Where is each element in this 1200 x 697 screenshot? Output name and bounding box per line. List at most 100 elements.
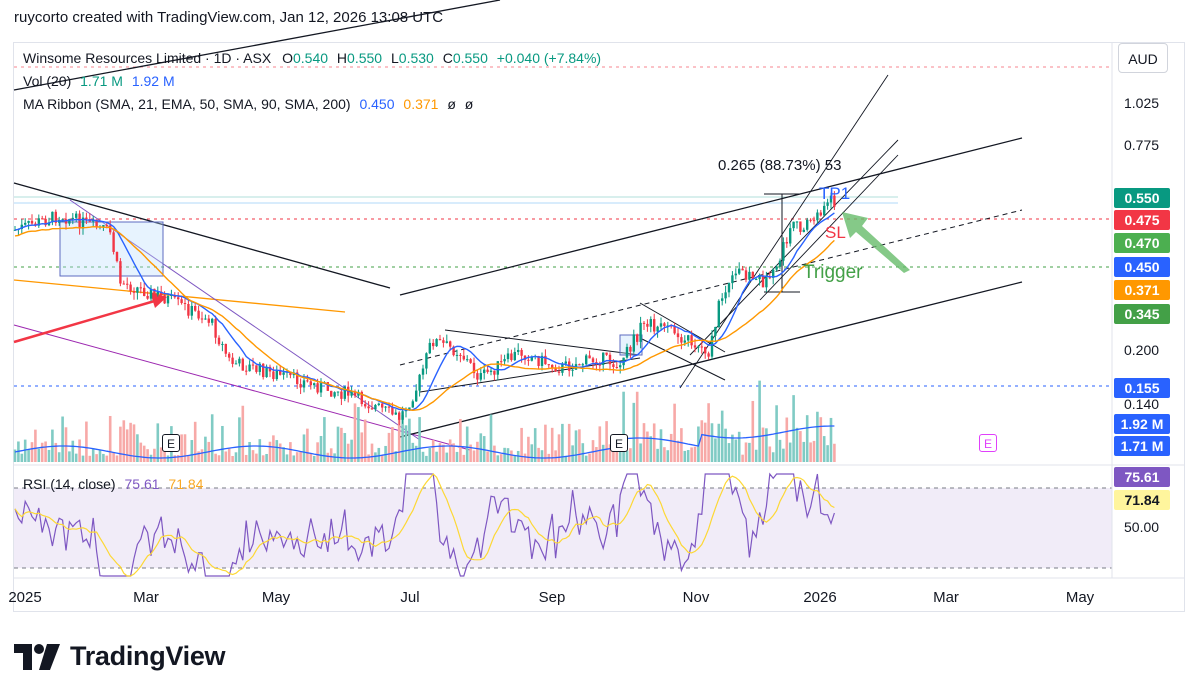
volume-bar <box>799 431 802 462</box>
volume-bar <box>527 436 530 462</box>
volume-bar <box>816 411 819 462</box>
accumulation-box-left <box>59 221 164 277</box>
candle-body <box>806 219 809 230</box>
volume-bar <box>707 403 710 462</box>
symbol-legend[interactable]: Winsome Resources Limited · 1D · ASX O0.… <box>23 50 601 66</box>
volume-bar <box>323 417 326 462</box>
candle-body <box>693 345 697 348</box>
ma21-tag: 0.450 <box>1114 257 1170 277</box>
steep-channel-2 <box>689 139 899 356</box>
volume-bar <box>530 444 534 462</box>
volume-bar <box>425 455 428 462</box>
trigger-label: Trigger <box>803 262 863 283</box>
volume-bar <box>822 436 826 462</box>
tradingview-logo[interactable]: TradingView <box>14 641 226 672</box>
candle-body <box>649 319 652 327</box>
candle-body <box>24 222 27 225</box>
volume-bar <box>768 446 772 462</box>
candle-body <box>751 271 754 280</box>
volume-bar <box>302 434 306 462</box>
vol-ma-tag: 1.92 M <box>1114 414 1170 434</box>
candle-body <box>581 364 584 366</box>
chart-frame[interactable] <box>13 42 1185 612</box>
volume-bar <box>578 429 581 462</box>
time-axis-label-2: Mar <box>133 589 159 606</box>
candle-body <box>411 401 414 408</box>
candle-body <box>333 392 336 397</box>
volume-bar <box>408 418 411 462</box>
volume-bar <box>258 439 262 462</box>
candle-body <box>190 305 193 316</box>
volume-bar <box>710 423 714 462</box>
volume-bar <box>669 433 673 462</box>
volume-bar <box>778 439 782 462</box>
currency-button[interactable]: AUD <box>1118 43 1168 73</box>
volume-bar <box>221 425 224 462</box>
volume-bar <box>629 448 632 462</box>
volume-bar <box>663 447 666 462</box>
volume-bar <box>486 451 489 462</box>
volume-bar <box>139 442 143 462</box>
volume-bar <box>319 435 323 462</box>
candle-body <box>282 372 285 375</box>
candle-body <box>153 288 156 295</box>
candle-body <box>217 337 221 345</box>
volume-bar <box>159 447 163 462</box>
earnings-badge-upcoming[interactable]: E <box>979 434 997 452</box>
candle-body <box>540 355 544 366</box>
candle-body <box>27 220 30 223</box>
volume-bar <box>227 448 231 462</box>
volume-bar <box>166 455 170 462</box>
volume-bar <box>336 426 340 462</box>
candle-body <box>452 346 455 356</box>
volume-bar <box>479 433 483 462</box>
earnings-badge-2[interactable]: E <box>610 434 628 452</box>
volume-bar <box>23 439 27 462</box>
volume-bar <box>724 428 727 462</box>
volume-bar <box>34 429 37 462</box>
volume-bar <box>183 434 187 462</box>
candle-body <box>204 318 207 320</box>
candle-body <box>602 352 605 365</box>
volume-bar <box>200 449 204 462</box>
volume-bar <box>567 423 571 462</box>
volume-bar <box>418 417 421 462</box>
candle-body <box>445 341 448 343</box>
ma-ribbon-legend[interactable]: MA Ribbon (SMA, 21, EMA, 50, SMA, 90, SM… <box>23 96 473 112</box>
candle-body <box>619 365 622 368</box>
volume-bar <box>357 407 360 462</box>
candle-body <box>578 364 581 366</box>
volume-bar <box>499 454 503 462</box>
volume-bar <box>758 380 761 462</box>
candle-body <box>809 219 812 221</box>
volume-bar <box>217 455 221 462</box>
volume-bar <box>442 444 445 462</box>
volume-bar <box>618 443 622 462</box>
candle-body <box>656 326 659 332</box>
rsi-legend[interactable]: RSI (14, close) 75.61 71.84 <box>23 476 203 492</box>
candle-body <box>605 352 608 355</box>
candle-body <box>180 299 183 304</box>
candle-body <box>224 343 227 354</box>
volume-bar <box>312 455 316 462</box>
candle-body <box>374 404 377 410</box>
tradingview-logo-icon <box>14 643 60 670</box>
candle-body <box>326 382 329 391</box>
volume-bar <box>30 442 34 462</box>
candle-body <box>20 224 23 229</box>
tradingview-wordmark: TradingView <box>70 641 226 671</box>
volume-bar <box>717 423 721 462</box>
time-axis-label-6: Nov <box>682 589 710 606</box>
volume-legend[interactable]: Vol (20) 1.71 M 1.92 M <box>23 73 175 89</box>
candle-body <box>381 403 384 408</box>
candle-body <box>449 341 452 347</box>
volume-bar <box>438 443 442 462</box>
candle-body <box>109 225 112 233</box>
volume-bar <box>329 448 333 462</box>
time-axis-label-4: Jul <box>400 589 420 606</box>
volume-bar <box>809 442 812 462</box>
earnings-badge-1[interactable]: E <box>162 434 180 452</box>
volume-bar <box>537 447 540 462</box>
volume-bar <box>703 422 707 462</box>
